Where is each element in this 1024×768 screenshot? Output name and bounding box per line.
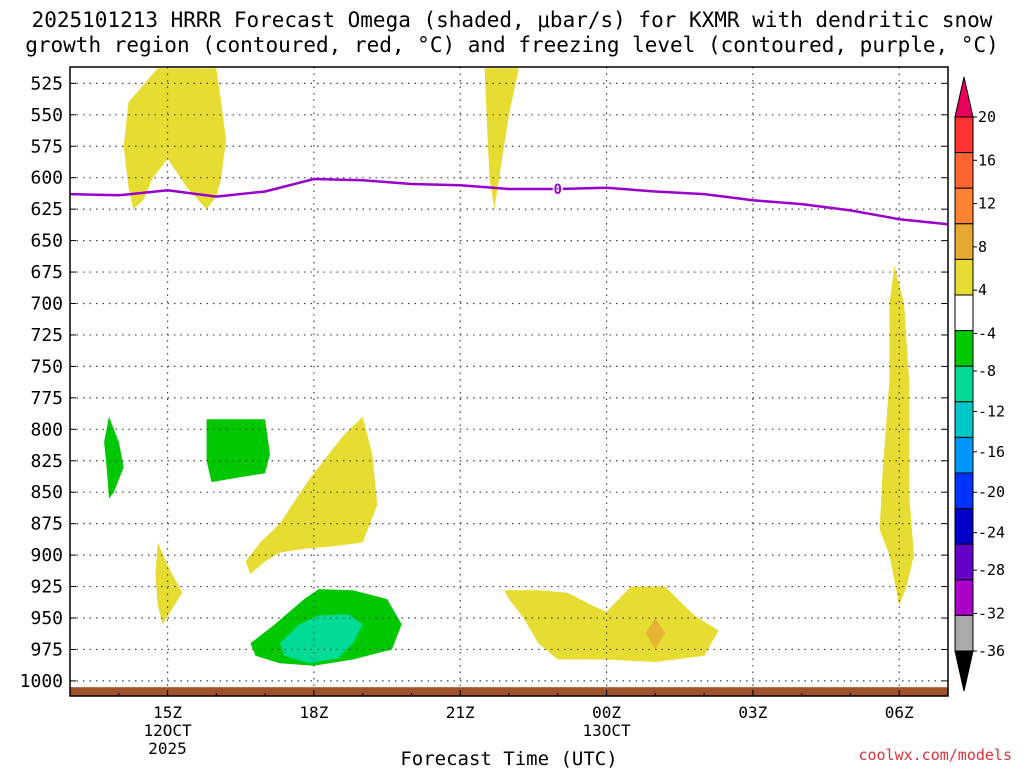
chart-title-line-1: 2025101213 HRRR Forecast Omega (shaded, … (31, 8, 993, 32)
colorbar-box-3 (954, 187, 974, 225)
y-tick-label-825: 825 (30, 451, 63, 472)
colorbar-label-0: 20 (978, 108, 996, 126)
omega-region-upper-left (123, 68, 227, 210)
omega-region-upper-middle (484, 68, 519, 210)
colorbar-label-2: 12 (978, 195, 996, 213)
colorbar-label-7: -12 (978, 402, 1005, 420)
colorbar-box-4 (954, 223, 974, 260)
y-tick-label-775: 775 (30, 388, 63, 409)
colorbar-label-9: -20 (978, 483, 1005, 501)
freezing-level-label-bg (552, 181, 563, 198)
y-tick-label-900: 900 (30, 545, 63, 566)
colorbar-box-14 (954, 579, 974, 616)
y-tick-label-975: 975 (30, 639, 63, 660)
chart-title-line-2: growth region (contoured, red, °C) and f… (25, 33, 999, 57)
y-tick-label-625: 625 (30, 199, 63, 220)
colorbar-label-5: -4 (978, 324, 996, 342)
y-tick-label-725: 725 (30, 325, 63, 346)
x-axis-title: Forecast Time (UTC) (400, 748, 617, 768)
colorbar-box-11 (954, 472, 974, 510)
omega-region-right-column (879, 265, 914, 606)
x-tick-label-00Z-0: 00Z (592, 703, 621, 722)
colorbar-label-10: -24 (978, 524, 1005, 542)
colorbar-label-11: -28 (978, 561, 1005, 579)
x-tick-label-21Z-0: 21Z (446, 703, 475, 722)
colorbar-bottom-arrow (954, 650, 974, 692)
colorbar-label-6: -8 (978, 362, 996, 380)
y-tick-label-700: 700 (30, 294, 63, 315)
x-tick-label-15Z-1: 12OCT (143, 721, 192, 740)
y-tick-label-650: 650 (30, 231, 63, 252)
colorbar-box-7 (954, 330, 974, 367)
omega-region-near-00Z-orange (645, 618, 666, 650)
colorbar-box-9 (954, 401, 974, 438)
x-tick-label-18Z-0: 18Z (299, 703, 328, 722)
y-tick-label-575: 575 (30, 136, 63, 157)
y-tick-label-950: 950 (30, 608, 63, 629)
colorbar-label-12: -32 (978, 604, 1005, 622)
colorbar-box-12 (954, 508, 974, 545)
colorbar-box-15 (954, 614, 974, 652)
y-tick-label-800: 800 (30, 419, 63, 440)
omega-region-lower-teal (279, 614, 363, 664)
omega-region-lower-right (504, 586, 719, 662)
surface-ground (70, 687, 948, 696)
colorbar-label-13: -36 (978, 642, 1005, 660)
colorbar-label-1: 16 (978, 151, 996, 169)
y-tick-label-875: 875 (30, 514, 63, 535)
colorbar-label-3: 8 (978, 238, 987, 256)
omega-region-box-green (206, 419, 270, 483)
colorbar-box-13 (954, 543, 974, 581)
freezing-level-line (69, 177, 949, 226)
y-tick-label-675: 675 (30, 262, 63, 283)
colorbar-box-5 (954, 258, 974, 296)
y-tick-label-550: 550 (30, 105, 63, 126)
colorbar-box-1 (954, 116, 974, 154)
y-tick-label-750: 750 (30, 356, 63, 377)
colorbar-top-arrow (954, 76, 974, 118)
colorbar-box-2 (954, 152, 974, 189)
x-tick-label-15Z-0: 15Z (153, 703, 182, 722)
x-tick-label-03Z-0: 03Z (738, 703, 767, 722)
omega-region-left-green (104, 416, 124, 499)
y-tick-label-600: 600 (30, 168, 63, 189)
colorbar-box-6 (954, 294, 974, 332)
y-tick-label-925: 925 (30, 577, 63, 598)
colorbar-box-8 (954, 365, 974, 403)
freezing-level-label: 0 (554, 182, 562, 198)
y-tick-label-525: 525 (30, 73, 63, 94)
omega-region-lower-middle (245, 416, 378, 574)
colorbar-box-10 (954, 436, 974, 474)
y-tick-label-850: 850 (30, 482, 63, 503)
x-tick-label-15Z-2: 2025 (148, 739, 187, 758)
y-tick-label-1000: 1000 (20, 671, 63, 692)
watermark: coolwx.com/models (858, 746, 1012, 764)
colorbar-label-4: 4 (978, 281, 987, 299)
x-tick-label-00Z-1: 13OCT (582, 721, 631, 740)
x-tick-label-06Z-0: 06Z (885, 703, 914, 722)
omega-region-small-near-15Z (155, 542, 183, 625)
colorbar-label-8: -16 (978, 443, 1005, 461)
